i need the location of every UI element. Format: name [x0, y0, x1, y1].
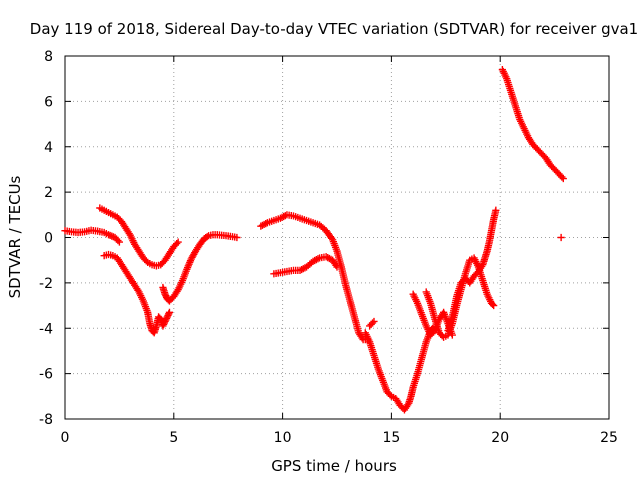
data-point: [173, 239, 181, 248]
series-arc-2: [96, 204, 182, 270]
series-arc-1: [61, 226, 123, 246]
x-tick-label: 0: [61, 430, 70, 446]
data-point: [368, 319, 377, 327]
data-point: [557, 233, 565, 242]
data-point: [233, 233, 241, 242]
data-point: [386, 391, 394, 399]
series-arc-7: [361, 324, 437, 414]
y-tick-label: 0: [44, 231, 53, 247]
data-point: [114, 236, 122, 245]
y-tick-label: -2: [39, 276, 53, 292]
data-point: [558, 173, 566, 181]
data-point: [174, 238, 182, 246]
data-point: [115, 238, 123, 246]
x-axis-label: GPS time / hours: [271, 457, 397, 475]
x-tick-label: 5: [169, 430, 178, 446]
data-point: [165, 310, 173, 318]
series-arc-4: [159, 231, 241, 305]
x-tick-label: 10: [274, 430, 292, 446]
data-point: [492, 206, 500, 214]
data-point: [165, 308, 174, 316]
grid-lines: [65, 56, 609, 419]
data-point: [142, 257, 150, 265]
series-arc-12: [498, 66, 567, 183]
x-tick-label: 15: [382, 430, 400, 446]
x-tick-label: 25: [600, 430, 618, 446]
data-point: [490, 301, 498, 310]
y-tick-label: -4: [39, 321, 53, 337]
x-tick-labels: 0 5 10 15 20 25: [61, 430, 618, 446]
series-arc-3: [100, 250, 174, 337]
data-point: [333, 263, 341, 271]
y-tick-label: -8: [39, 412, 53, 428]
data-point: [203, 233, 211, 241]
y-tick-label: 6: [44, 94, 53, 110]
data-point: [314, 255, 322, 263]
y-tick-label: 2: [44, 185, 53, 201]
y-axis-label: SDTVAR / TECUs: [6, 175, 24, 298]
y-tick-label: -6: [39, 367, 53, 383]
series-arc-13: [557, 233, 565, 242]
series-arc-6: [270, 253, 341, 278]
series-arc-8: [366, 317, 378, 330]
data-point: [370, 317, 378, 326]
chart-title: Day 119 of 2018, Sidereal Day-to-day VTE…: [30, 20, 638, 38]
y-tick-label: 8: [44, 49, 53, 65]
data-point: [262, 220, 270, 228]
series-arc-11: [444, 206, 500, 335]
data-point: [488, 300, 497, 309]
y-tick-label: 4: [44, 140, 53, 156]
y-tick-labels: -8 -6 -4 -2 0 2 4 6 8: [39, 49, 53, 428]
data-point: [325, 254, 333, 263]
data-marks: [61, 66, 567, 414]
data-point: [559, 174, 567, 183]
x-tick-label: 20: [491, 430, 509, 446]
axis-ticks: [64, 55, 610, 420]
